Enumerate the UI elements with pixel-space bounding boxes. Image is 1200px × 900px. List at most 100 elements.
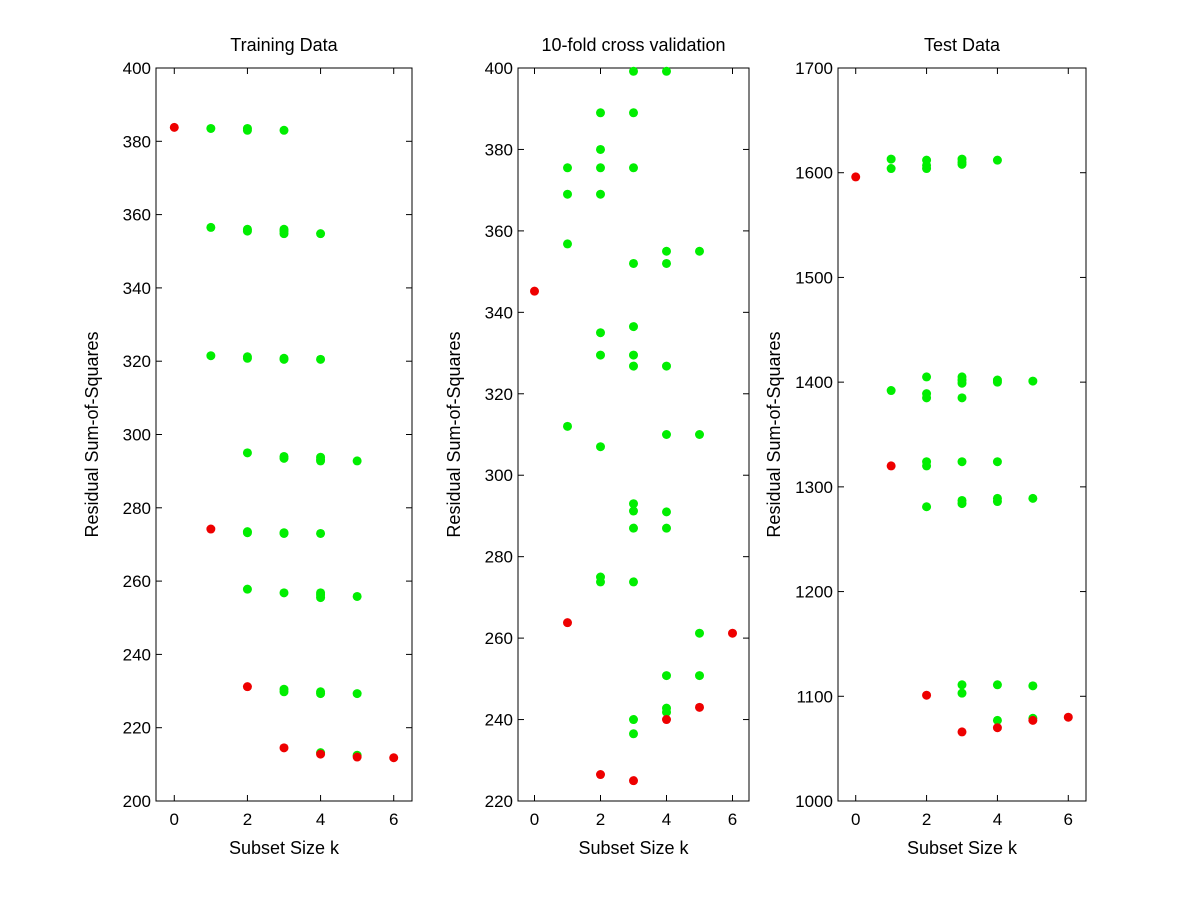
subset-point bbox=[279, 528, 289, 538]
subset-point bbox=[596, 328, 605, 338]
subset-point bbox=[662, 523, 671, 533]
best-subset-point bbox=[1028, 715, 1038, 725]
y-axis-label: Residual Sum-of-Squares bbox=[82, 331, 102, 537]
subset-point bbox=[242, 226, 252, 236]
subset-point bbox=[242, 584, 252, 594]
subset-point bbox=[695, 430, 704, 439]
subset-point bbox=[957, 680, 967, 690]
subset-point bbox=[596, 442, 605, 452]
subset-point bbox=[316, 354, 326, 364]
y-tick-label: 300 bbox=[123, 426, 151, 445]
subset-point bbox=[206, 222, 216, 232]
best-subset-point bbox=[563, 618, 572, 628]
y-tick-label: 340 bbox=[123, 279, 151, 298]
x-tick-label: 2 bbox=[922, 810, 931, 829]
subset-point bbox=[316, 689, 326, 699]
subset-point bbox=[629, 577, 638, 587]
y-tick-label: 1000 bbox=[795, 792, 833, 811]
subset-point bbox=[316, 456, 326, 466]
best-subset-point bbox=[957, 727, 967, 737]
subset-point bbox=[1028, 681, 1038, 691]
best-subset-point bbox=[728, 628, 737, 638]
subset-point bbox=[563, 421, 572, 431]
subset-point bbox=[886, 164, 896, 174]
y-tick-label: 220 bbox=[485, 792, 513, 811]
subset-point bbox=[629, 361, 638, 371]
subset-point bbox=[992, 497, 1002, 507]
subset-point bbox=[662, 246, 671, 256]
subset-point bbox=[279, 229, 289, 239]
chart-title: Test Data bbox=[924, 35, 1001, 55]
subset-point bbox=[1028, 376, 1038, 386]
x-tick-label: 2 bbox=[243, 810, 252, 829]
subset-point bbox=[629, 499, 638, 509]
axes-box bbox=[837, 67, 1087, 802]
subset-point bbox=[695, 671, 704, 681]
best-subset-point bbox=[169, 122, 179, 132]
y-tick-label: 1700 bbox=[795, 59, 833, 78]
subset-point bbox=[992, 680, 1002, 690]
y-tick-label: 400 bbox=[123, 59, 151, 78]
subset-point bbox=[629, 715, 638, 725]
subset-point bbox=[596, 144, 605, 154]
y-tick-label: 220 bbox=[123, 719, 151, 738]
subset-point bbox=[352, 591, 362, 601]
subset-point bbox=[992, 715, 1002, 725]
subset-point bbox=[242, 528, 252, 538]
subset-point bbox=[886, 386, 896, 396]
subset-point bbox=[279, 687, 289, 697]
subset-point bbox=[629, 350, 638, 360]
panel-test-data: 0 2 4 6 1000 1100 1200 1300 1400 1500 1600 1700 Test… bbox=[764, 35, 1087, 858]
best-subset-point bbox=[596, 770, 605, 780]
subset-point bbox=[922, 393, 932, 403]
chart-title: Training Data bbox=[230, 35, 338, 55]
subset-point bbox=[596, 108, 605, 118]
subset-point bbox=[922, 372, 932, 382]
x-axis-label: Subset Size k bbox=[229, 838, 340, 858]
subset-point bbox=[1028, 493, 1038, 503]
subset-point bbox=[957, 688, 967, 698]
subset-point bbox=[279, 354, 289, 364]
subset-point bbox=[563, 239, 572, 249]
x-tick-label: 4 bbox=[662, 810, 671, 829]
subset-point bbox=[957, 159, 967, 169]
subset-point bbox=[992, 155, 1002, 165]
x-tick-label: 4 bbox=[316, 810, 325, 829]
y-tick-label: 380 bbox=[123, 132, 151, 151]
y-tick-label: 1600 bbox=[795, 164, 833, 183]
subset-point bbox=[242, 125, 252, 135]
y-tick-label: 360 bbox=[123, 206, 151, 225]
best-subset-point bbox=[662, 715, 671, 725]
y-tick-label: 400 bbox=[485, 59, 513, 78]
best-subset-point bbox=[530, 286, 539, 296]
subset-point bbox=[206, 351, 216, 361]
subset-point bbox=[279, 453, 289, 463]
x-tick-label: 4 bbox=[993, 810, 1002, 829]
best-subset-point bbox=[922, 690, 932, 700]
best-subset-point bbox=[206, 524, 216, 534]
x-tick-label: 2 bbox=[596, 810, 605, 829]
y-tick-label: 280 bbox=[485, 548, 513, 567]
subset-point bbox=[563, 163, 572, 173]
x-tick-label: 6 bbox=[728, 810, 737, 829]
best-subset-point bbox=[242, 682, 252, 692]
x-axis-label: Subset Size k bbox=[907, 838, 1018, 858]
x-tick-label: 0 bbox=[851, 810, 860, 829]
x-axis-label: Subset Size k bbox=[578, 838, 689, 858]
y-tick-label: 1300 bbox=[795, 478, 833, 497]
best-subset-point bbox=[279, 743, 289, 753]
panel-cross-validation: 0 2 4 6 220 240 260 280 300 320 340 360 380 400 10-fol… bbox=[444, 35, 750, 858]
subset-point bbox=[279, 125, 289, 135]
subset-point bbox=[316, 229, 326, 239]
y-tick-label: 380 bbox=[485, 140, 513, 159]
subset-point bbox=[992, 457, 1002, 467]
subset-point bbox=[629, 66, 638, 76]
best-subset-point bbox=[1063, 712, 1073, 722]
subset-point bbox=[352, 689, 362, 699]
subset-point bbox=[316, 528, 326, 538]
best-subset-point bbox=[992, 723, 1002, 733]
subset-point bbox=[662, 671, 671, 681]
subset-point bbox=[662, 361, 671, 371]
panel-training-data: 0 2 4 6 200 220 240 260 280 300 320 340 360 380 400 Tra… bbox=[82, 35, 413, 858]
y-tick-label: 360 bbox=[485, 222, 513, 241]
